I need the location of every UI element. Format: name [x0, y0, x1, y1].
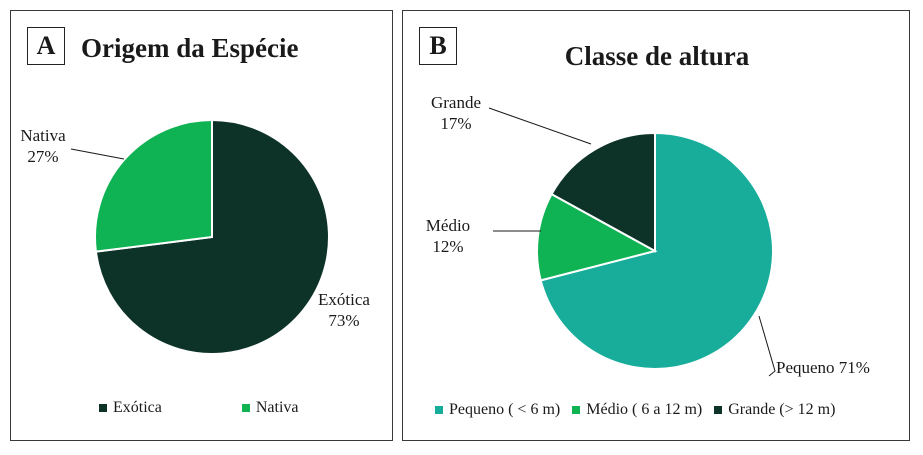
legend-label-nativa: Nativa — [255, 399, 299, 416]
legend-swatch-exotica — [99, 404, 107, 412]
legend-item-grande: Grande (> 12 m) — [714, 401, 835, 419]
chart-title-b: Classe de altura — [564, 41, 750, 71]
data-label-nativa: Nativa 27% — [20, 126, 66, 166]
panel-letter-b: B — [419, 27, 457, 65]
data-label-grande: Grande 17% — [431, 93, 481, 133]
legend-item-exotica: Exótica — [99, 399, 162, 417]
legend-item-pequeno: Pequeno ( < 6 m) — [435, 401, 560, 419]
panel-letter-a: A — [27, 27, 65, 65]
legend-b: Pequeno ( < 6 m) Médio ( 6 a 12 m) Grande … — [435, 401, 847, 419]
chart-panel-a: A Origem da Espécie Exótica 73% Nativa 27% … — [10, 10, 393, 441]
legend-swatch-medio — [572, 406, 581, 414]
data-label-pequeno: Pequeno 71% — [776, 358, 870, 377]
legend-swatch-grande — [714, 406, 723, 414]
legend-label-pequeno: Pequeno ( < 6 m) — [449, 401, 561, 418]
legend-a: Exótica Nativa — [99, 399, 379, 417]
leader-line-nativa — [70, 148, 125, 160]
pie-slice-nativa — [94, 118, 213, 253]
data-label-exotica: Exótica 73% — [318, 290, 370, 330]
legend-item-nativa: Nativa — [241, 399, 299, 417]
legend-item-medio: Médio ( 6 a 12 m) — [572, 401, 702, 419]
pie-slice-grande — [550, 131, 656, 253]
pie-chart-b: Pequeno 71% Médio 12% Grande 17% — [426, 93, 870, 377]
pie-chart-a: Exótica 73% Nativa 27% — [20, 118, 370, 355]
pie-slice-medio — [536, 192, 658, 282]
data-label-medio: Médio 12% — [426, 216, 470, 256]
legend-label-medio: Médio ( 6 a 12 m) — [586, 401, 703, 418]
legend-label-grande: Grande (> 12 m) — [728, 401, 836, 418]
chart-title-a: Origem da Espécie — [81, 33, 299, 63]
chart-panel-b: B Classe de altura Pequeno 71% Médio 12% Gr… — [402, 10, 910, 441]
legend-label-exotica: Exótica — [113, 399, 162, 416]
leader-line-grande — [488, 107, 592, 145]
leader-line-pequeno — [758, 315, 776, 377]
legend-swatch-nativa — [241, 404, 250, 412]
legend-swatch-pequeno — [435, 406, 443, 414]
